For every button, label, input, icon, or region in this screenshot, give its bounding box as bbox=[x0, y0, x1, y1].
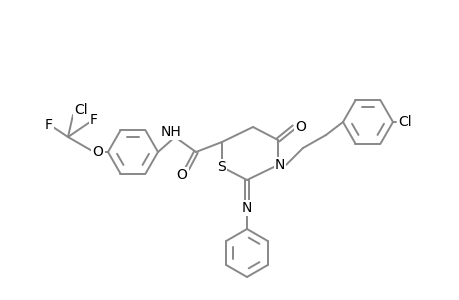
Text: NH: NH bbox=[160, 125, 181, 139]
Text: O: O bbox=[295, 120, 306, 134]
Text: N: N bbox=[274, 158, 285, 172]
Text: S: S bbox=[217, 160, 226, 174]
Text: O: O bbox=[176, 168, 187, 182]
Text: O: O bbox=[92, 145, 103, 159]
Text: N: N bbox=[241, 201, 252, 215]
Text: Cl: Cl bbox=[397, 115, 411, 129]
Text: F: F bbox=[90, 113, 98, 127]
Text: Cl: Cl bbox=[74, 103, 88, 117]
Text: F: F bbox=[45, 118, 53, 132]
